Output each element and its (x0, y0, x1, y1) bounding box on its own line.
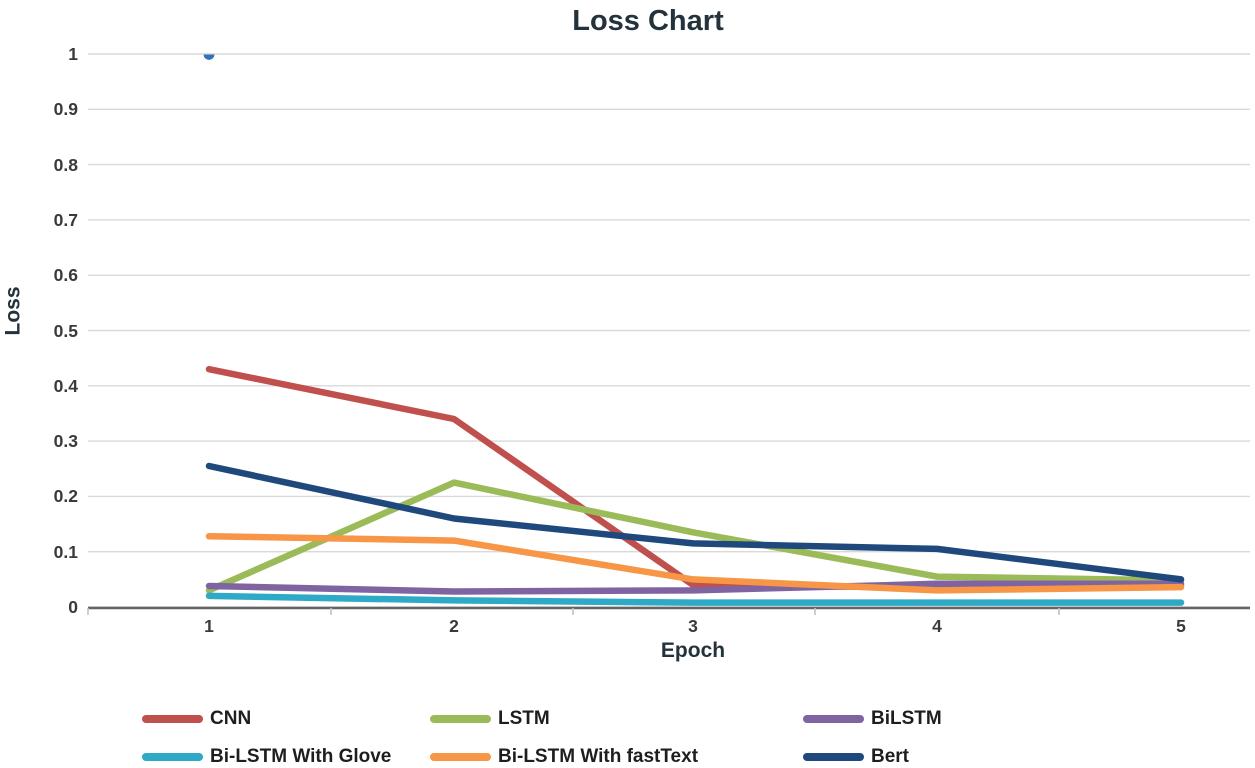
y-tick-label: 0.2 (53, 486, 78, 506)
x-tick-label: 2 (449, 616, 459, 636)
series-line-bi-lstm-with-glove (205, 592, 1185, 606)
stray-data-point-marker (203, 54, 215, 60)
y-tick-label: 0.9 (53, 99, 78, 119)
x-tick-label: 4 (932, 616, 942, 636)
series-line-bert (205, 462, 1185, 583)
y-tick-label: 0.1 (53, 542, 78, 562)
y-tick-label: 0.4 (53, 376, 78, 396)
x-tick-label: 5 (1176, 616, 1186, 636)
y-tick-label: 0.5 (53, 321, 78, 341)
series-line-lstm (205, 479, 1185, 594)
y-tick-label: 0.6 (53, 265, 78, 285)
legend-label-bilstm: BiLSTM (871, 708, 942, 729)
legend-swatch-bi-lstm-with-fasttext (430, 753, 491, 761)
series-line-cnn (205, 365, 1185, 591)
legend-label-cnn: CNN (210, 708, 252, 729)
chart-title: Loss Chart (572, 5, 724, 37)
series-line-bi-lstm-with-fasttext (205, 532, 1185, 594)
legend-label-bert: Bert (871, 746, 910, 767)
x-tick-label: 3 (688, 616, 698, 636)
y-tick-label: 0.8 (53, 155, 78, 175)
y-tick-label: 1 (68, 44, 78, 64)
y-tick-label: 0 (68, 597, 78, 617)
series-line-bilstm (205, 580, 1185, 595)
x-axis-title: Epoch (660, 639, 726, 662)
legend-swatch-lstm (430, 715, 491, 723)
legend-item-cnn: CNN (142, 706, 251, 732)
legend-label-bi-lstm-with-glove: Bi-LSTM With Glove (210, 746, 392, 767)
legend-swatch-cnn (142, 715, 203, 723)
legend-swatch-bilstm (803, 715, 864, 723)
legend-label-lstm: LSTM (498, 708, 550, 729)
y-tick-label: 0.3 (53, 431, 78, 451)
legend-label-bi-lstm-with-fasttext: Bi-LSTM With fastText (498, 746, 699, 767)
y-tick-label: 0.7 (53, 210, 78, 230)
legend-swatch-bi-lstm-with-glove (142, 753, 203, 761)
legend-item-bert: Bert (803, 744, 909, 768)
x-tick-label: 1 (204, 616, 214, 636)
legend-item-lstm: LSTM (430, 706, 550, 732)
legend-swatch-bert (803, 753, 864, 761)
legend-item-bi-lstm-with-fasttext: Bi-LSTM With fastText (430, 744, 698, 768)
legend-item-bilstm: BiLSTM (803, 706, 942, 732)
legend-item-bi-lstm-with-glove: Bi-LSTM With Glove (142, 744, 391, 768)
